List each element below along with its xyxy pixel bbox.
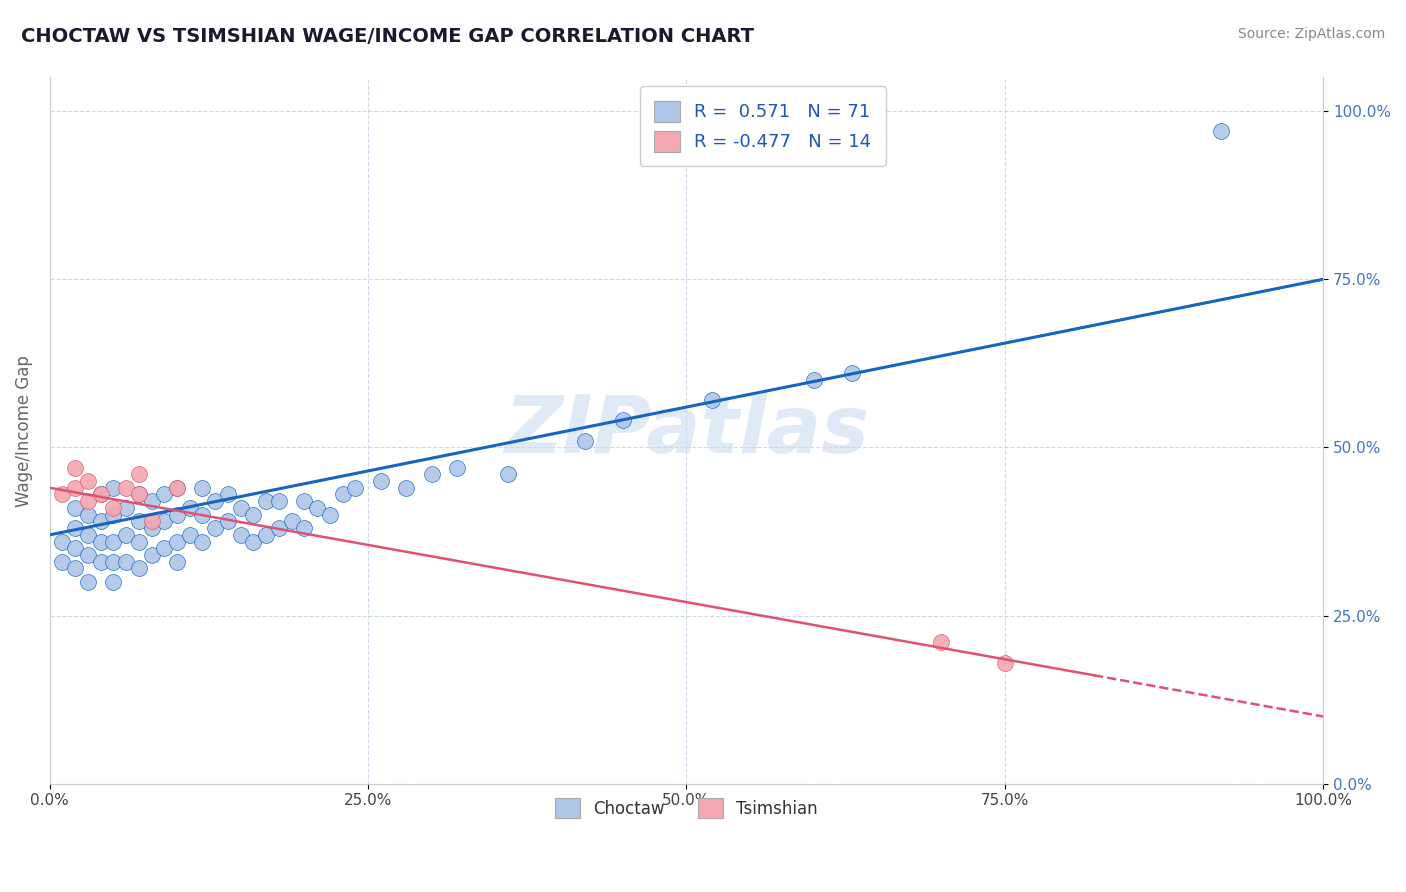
Point bbox=[319, 508, 342, 522]
Point bbox=[141, 494, 163, 508]
Point bbox=[191, 508, 214, 522]
Point bbox=[267, 494, 290, 508]
Point bbox=[204, 521, 226, 535]
Point bbox=[166, 534, 188, 549]
Point bbox=[242, 534, 264, 549]
Point bbox=[141, 515, 163, 529]
Point bbox=[51, 534, 73, 549]
Point bbox=[229, 528, 252, 542]
Text: ZIPatlas: ZIPatlas bbox=[503, 392, 869, 469]
Point bbox=[51, 555, 73, 569]
Point bbox=[63, 460, 86, 475]
Point bbox=[76, 508, 98, 522]
Point bbox=[128, 515, 150, 529]
Point bbox=[307, 500, 329, 515]
Point bbox=[929, 635, 952, 649]
Point bbox=[292, 494, 315, 508]
Point bbox=[90, 555, 112, 569]
Legend: Choctaw, Tsimshian: Choctaw, Tsimshian bbox=[548, 791, 825, 825]
Point bbox=[115, 555, 138, 569]
Point bbox=[90, 487, 112, 501]
Point bbox=[76, 548, 98, 562]
Point bbox=[128, 467, 150, 482]
Point bbox=[700, 393, 723, 408]
Point bbox=[191, 534, 214, 549]
Text: CHOCTAW VS TSIMSHIAN WAGE/INCOME GAP CORRELATION CHART: CHOCTAW VS TSIMSHIAN WAGE/INCOME GAP COR… bbox=[21, 27, 754, 45]
Point bbox=[254, 528, 277, 542]
Text: Source: ZipAtlas.com: Source: ZipAtlas.com bbox=[1237, 27, 1385, 41]
Point bbox=[395, 481, 418, 495]
Point bbox=[63, 541, 86, 556]
Point bbox=[115, 481, 138, 495]
Point bbox=[51, 487, 73, 501]
Point bbox=[344, 481, 367, 495]
Point bbox=[63, 521, 86, 535]
Point bbox=[103, 574, 125, 589]
Point bbox=[166, 508, 188, 522]
Point bbox=[612, 413, 634, 427]
Point bbox=[267, 521, 290, 535]
Point bbox=[115, 500, 138, 515]
Point bbox=[217, 515, 239, 529]
Point bbox=[63, 561, 86, 575]
Point bbox=[90, 515, 112, 529]
Point bbox=[574, 434, 596, 448]
Point bbox=[292, 521, 315, 535]
Point bbox=[76, 528, 98, 542]
Point bbox=[179, 528, 201, 542]
Point bbox=[242, 508, 264, 522]
Point bbox=[496, 467, 519, 482]
Point bbox=[141, 548, 163, 562]
Point bbox=[370, 474, 392, 488]
Point bbox=[153, 487, 176, 501]
Point bbox=[103, 508, 125, 522]
Point bbox=[166, 481, 188, 495]
Point bbox=[128, 487, 150, 501]
Point bbox=[420, 467, 443, 482]
Point bbox=[841, 367, 863, 381]
Point bbox=[332, 487, 354, 501]
Point bbox=[128, 561, 150, 575]
Point bbox=[254, 494, 277, 508]
Point bbox=[90, 534, 112, 549]
Point bbox=[90, 487, 112, 501]
Point bbox=[166, 481, 188, 495]
Point bbox=[166, 555, 188, 569]
Point bbox=[803, 373, 825, 387]
Point bbox=[103, 500, 125, 515]
Point bbox=[76, 494, 98, 508]
Point bbox=[153, 515, 176, 529]
Point bbox=[153, 541, 176, 556]
Point bbox=[63, 500, 86, 515]
Y-axis label: Wage/Income Gap: Wage/Income Gap bbox=[15, 355, 32, 507]
Point bbox=[128, 487, 150, 501]
Point bbox=[446, 460, 468, 475]
Point bbox=[76, 474, 98, 488]
Point bbox=[128, 534, 150, 549]
Point bbox=[280, 515, 302, 529]
Point bbox=[103, 555, 125, 569]
Point bbox=[103, 534, 125, 549]
Point bbox=[994, 656, 1017, 670]
Point bbox=[179, 500, 201, 515]
Point bbox=[76, 574, 98, 589]
Point bbox=[1211, 124, 1233, 138]
Point bbox=[103, 481, 125, 495]
Point bbox=[191, 481, 214, 495]
Point bbox=[141, 521, 163, 535]
Point bbox=[217, 487, 239, 501]
Point bbox=[204, 494, 226, 508]
Point bbox=[115, 528, 138, 542]
Point bbox=[63, 481, 86, 495]
Point bbox=[229, 500, 252, 515]
